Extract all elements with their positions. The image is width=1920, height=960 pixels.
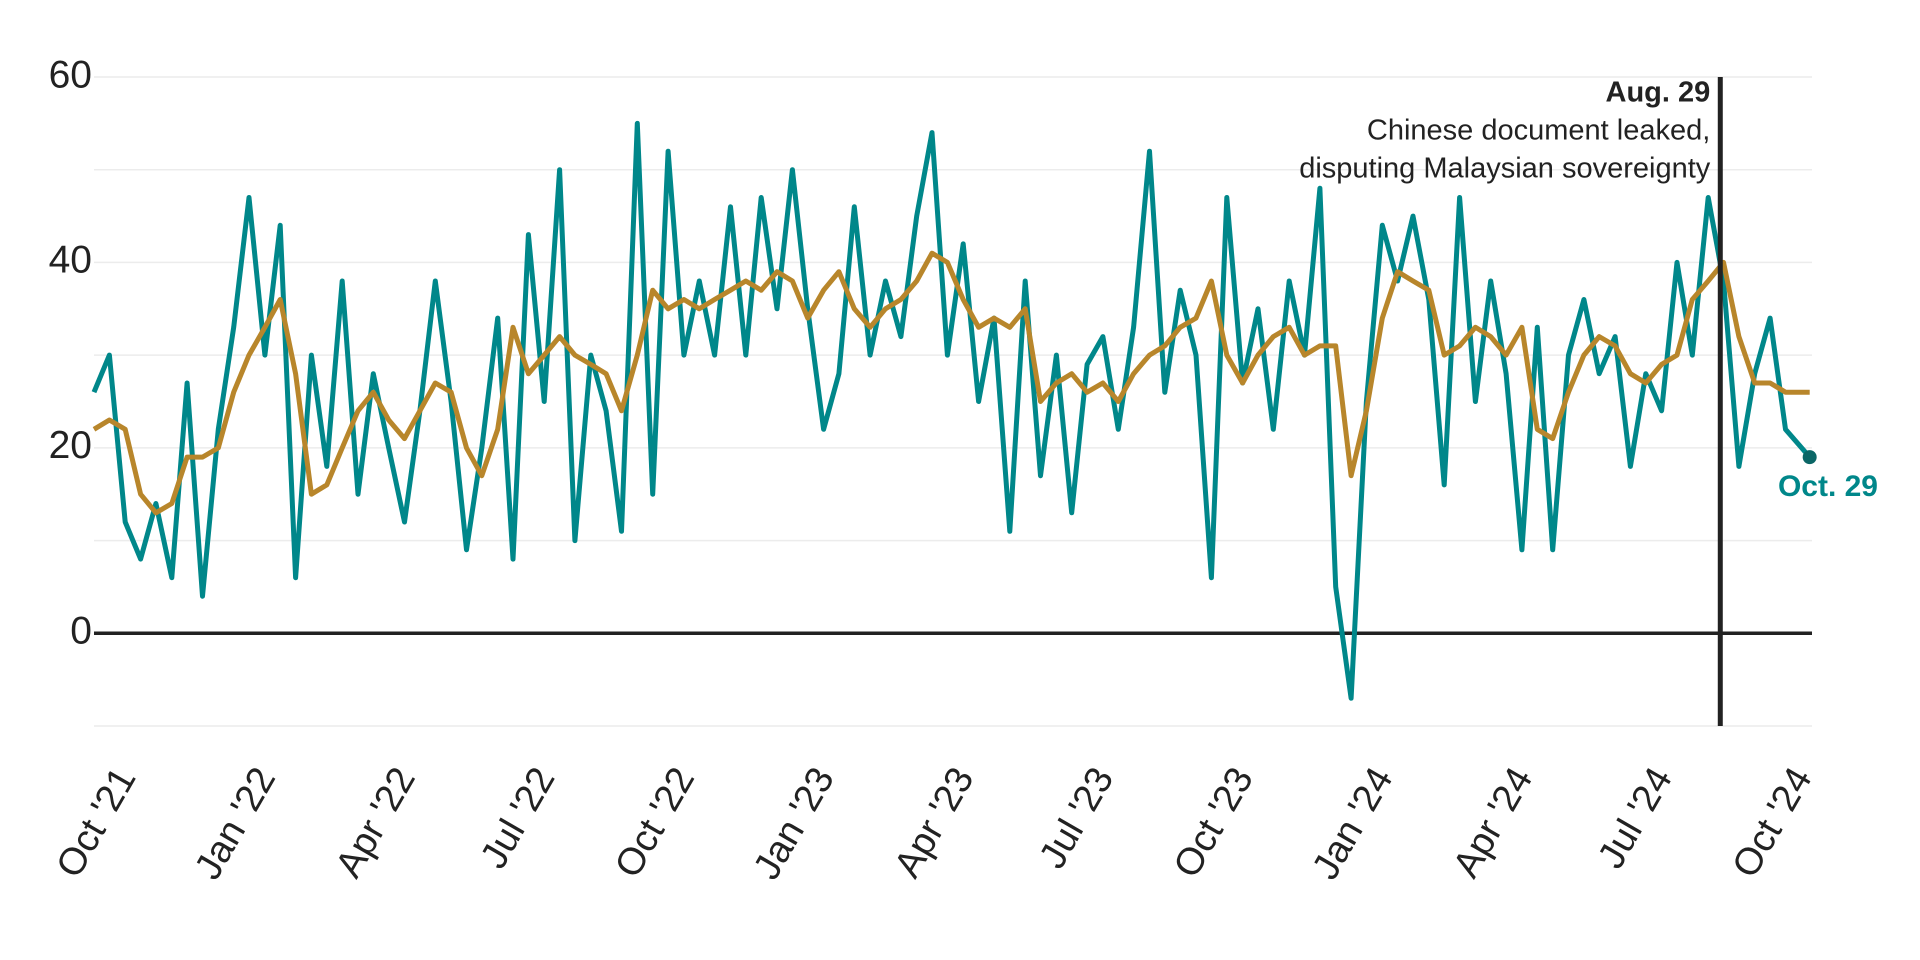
x-tick-label: Jul '24: [1590, 761, 1681, 876]
x-tick-label: Oct '24: [1725, 761, 1821, 885]
y-tick-label: 0: [70, 610, 92, 653]
annotation-text: disputing Malaysian sovereignty: [1299, 153, 1711, 185]
x-tick-label: Apr '22: [328, 761, 424, 885]
series-line: [91, 120, 1812, 701]
y-tick-label: 60: [49, 53, 92, 96]
annotation-text: Chinese document leaked,: [1367, 115, 1710, 147]
y-tick-label: 40: [49, 239, 92, 282]
end-dot: [1802, 450, 1817, 465]
x-tick-label: Apr '24: [1445, 761, 1541, 885]
x-tick-label: Jan '23: [746, 761, 843, 887]
x-tick-label: Apr '23: [887, 761, 983, 885]
annotation-title: Aug. 29: [1606, 77, 1711, 109]
x-tick-label: Jan '24: [1305, 761, 1402, 887]
y-tick-label: 20: [49, 424, 92, 467]
x-tick-label: Jan '22: [187, 761, 284, 887]
x-tick-label: Jul '23: [1032, 761, 1123, 876]
x-tick-label: Oct '21: [49, 761, 145, 885]
x-tick-label: Oct '22: [607, 761, 703, 885]
end-label: Oct. 29: [1778, 470, 1878, 503]
series-line: [92, 250, 1810, 516]
x-tick-label: Oct '23: [1166, 761, 1262, 885]
x-tick-label: Jul '22: [473, 761, 564, 876]
